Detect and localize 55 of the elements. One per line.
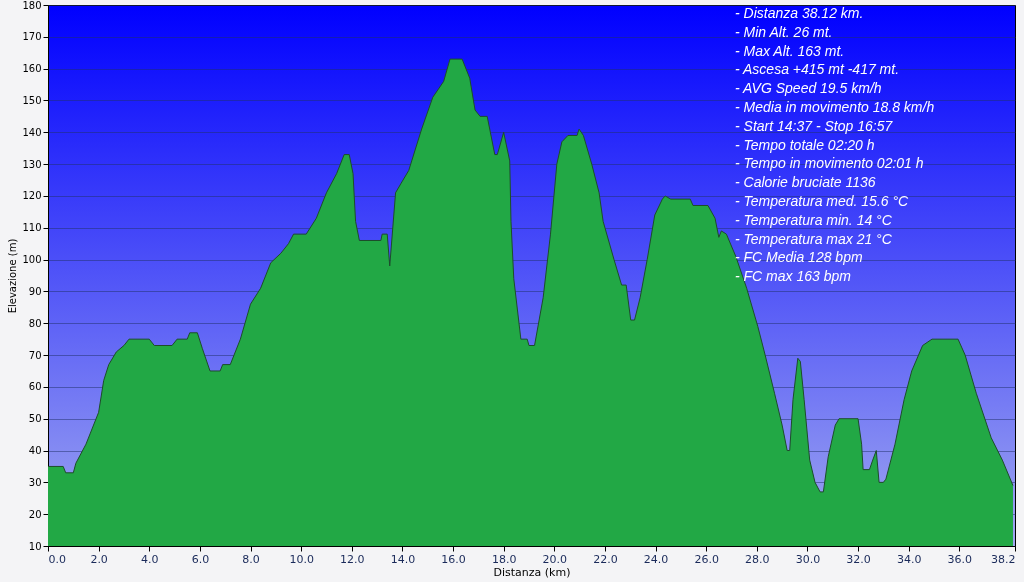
- annotation: - Min Alt. 26 mt.: [735, 23, 833, 40]
- y-tick-label: 30: [28, 476, 42, 488]
- y-tick-label: 170: [22, 31, 42, 43]
- x-tick-label: 30.0: [795, 552, 821, 566]
- x-tick-label: 36.0: [947, 552, 973, 566]
- y-tick-label: 100: [22, 254, 42, 266]
- annotation: - Temperatura min. 14 °C: [735, 211, 893, 228]
- y-tick-label: 80: [28, 317, 42, 329]
- x-tick-label: 4.0: [141, 552, 159, 566]
- y-tick-label: 120: [22, 190, 42, 202]
- x-tick-label: 14.0: [390, 552, 416, 566]
- x-tick-label: 26.0: [694, 552, 719, 566]
- x-tick-label: 20.0: [542, 552, 568, 566]
- x-tick-label: 16.0: [441, 552, 466, 566]
- annotation: - Tempo totale 02:20 h: [735, 136, 875, 153]
- x-tick-label: 34.0: [896, 552, 922, 566]
- annotation: - Temperatura med. 15.6 °C: [735, 193, 910, 209]
- annotation: - Ascesa +415 mt -417 mt.: [735, 61, 900, 78]
- x-tick-label: 8.0: [242, 552, 260, 566]
- annotation: - Distanza 38.12 km.: [735, 5, 864, 21]
- annotation: - Max Alt. 163 mt.: [735, 42, 845, 59]
- y-tick-label: 50: [28, 413, 42, 425]
- annotation: - Media in movimento 18.8 km/h: [735, 99, 935, 115]
- y-tick-label: 20: [28, 508, 42, 520]
- x-tick-label: 24.0: [643, 552, 669, 566]
- x-tick-label: 22.0: [593, 552, 618, 566]
- y-tick-label: 70: [28, 349, 42, 361]
- y-tick-label: 130: [22, 158, 42, 170]
- y-tick-label: 180: [22, 0, 42, 11]
- y-tick-label: 40: [28, 445, 42, 457]
- x-tick-label: 28.0: [745, 552, 770, 566]
- x-tick-label: 32.0: [846, 552, 871, 566]
- annotation: - Temperatura max 21 °C: [735, 230, 893, 247]
- annotation: - AVG Speed 19.5 km/h: [735, 80, 882, 97]
- x-tick-label: 18.0: [491, 552, 517, 566]
- annotation: - Tempo in movimento 02:01 h: [735, 155, 924, 172]
- x-tick-label: 38.2: [991, 552, 1016, 566]
- annotation: - Calorie bruciate 1136: [735, 174, 876, 191]
- annotation: - Start 14:37 - Stop 16:57: [735, 117, 894, 134]
- x-axis-title: Distanza (km): [493, 565, 571, 579]
- y-tick-label: 90: [28, 285, 42, 297]
- y-tick-label: 160: [22, 63, 42, 75]
- y-axis-title: Elevazione (m): [7, 238, 19, 314]
- x-tick-label: 6.0: [191, 552, 210, 566]
- x-tick-label: 2.0: [90, 552, 108, 566]
- y-tick-label: 10: [28, 540, 42, 552]
- y-tick-label: 110: [22, 222, 42, 234]
- y-tick-label: 150: [22, 94, 42, 106]
- x-tick-label: 10.0: [289, 552, 314, 566]
- annotation: - FC max 163 bpm: [735, 268, 852, 285]
- x-tick-label: 0.0: [48, 552, 66, 566]
- y-tick-label: 140: [22, 126, 42, 138]
- annotation: - FC Media 128 bpm: [735, 249, 863, 266]
- y-tick-label: 60: [28, 381, 42, 393]
- x-tick-label: 12.0: [340, 552, 365, 566]
